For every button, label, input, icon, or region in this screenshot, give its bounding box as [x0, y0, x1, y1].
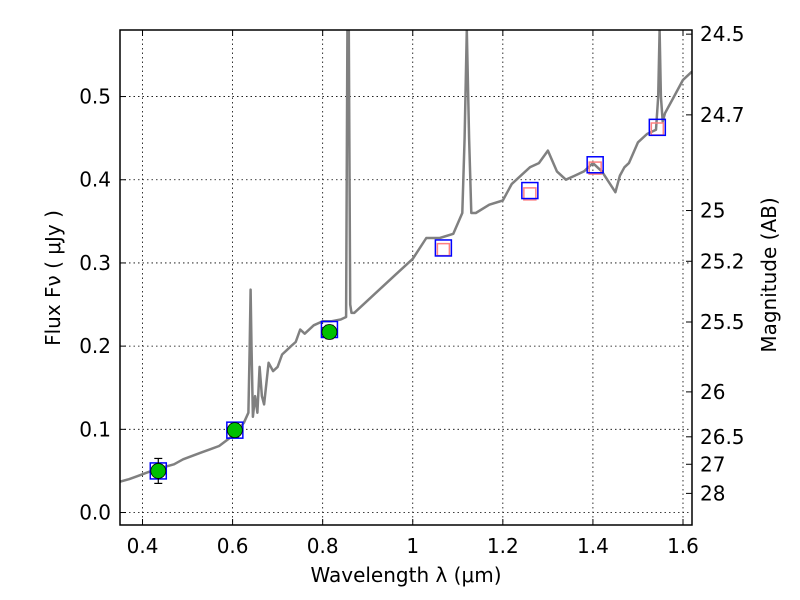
synthetic-point — [523, 187, 537, 201]
series-layer — [120, 30, 692, 485]
y-tick-label: 0.4 — [79, 168, 111, 192]
x-axis-label: Wavelength λ (μm) — [310, 563, 501, 587]
y2-tick-label: 28 — [700, 481, 725, 505]
y2-tick-label: 24.5 — [700, 22, 745, 46]
y2-axis-label: Magnitude (AB) — [757, 197, 781, 352]
y-tick-label: 0.1 — [79, 417, 111, 441]
x-tick-label: 1.6 — [667, 534, 699, 558]
x-tick-label: 0.6 — [217, 534, 249, 558]
spectrum-line — [120, 30, 692, 483]
y2-tick-label: 26 — [700, 380, 725, 404]
y2-tick-label: 26.5 — [700, 425, 745, 449]
y-axis-label: Flux Fν ( μJy ) — [41, 210, 65, 346]
synthetic-point — [436, 242, 451, 257]
y-tick-label: 0.3 — [79, 251, 111, 275]
y-tick-label: 0.5 — [79, 85, 111, 109]
model-point — [648, 118, 667, 137]
grid — [120, 30, 692, 525]
synthetic-point — [588, 161, 602, 175]
plot-frame — [119, 29, 693, 526]
model-point — [586, 156, 604, 174]
x-tick-label: 1 — [406, 534, 419, 558]
x-tick-label: 0.4 — [127, 534, 159, 558]
model-point — [434, 239, 453, 257]
x-tick-label: 1.4 — [577, 534, 609, 558]
y2-tick-label: 27 — [700, 452, 725, 476]
y2-tick-label: 24.7 — [700, 103, 745, 127]
y2-tick-label: 25.5 — [700, 310, 745, 334]
observed-point — [226, 422, 243, 439]
model-point — [226, 421, 244, 439]
tick-layer: 0.4 0.6 0.8 1 1.2 1.4 1.6 0.0 0.1 0.2 0.3 0.4 0.5 24.… — [79, 22, 744, 558]
observed-point — [321, 324, 338, 340]
observed-point — [150, 463, 167, 479]
model-point — [521, 181, 539, 200]
y2-tick-label: 25.2 — [700, 249, 745, 273]
y-tick-label: 0.2 — [79, 334, 111, 358]
x-tick-label: 0.8 — [307, 534, 339, 558]
y2-tick-label: 25 — [700, 199, 725, 223]
x-tick-label: 1.2 — [487, 534, 519, 558]
y-tick-label: 0.0 — [79, 501, 111, 525]
